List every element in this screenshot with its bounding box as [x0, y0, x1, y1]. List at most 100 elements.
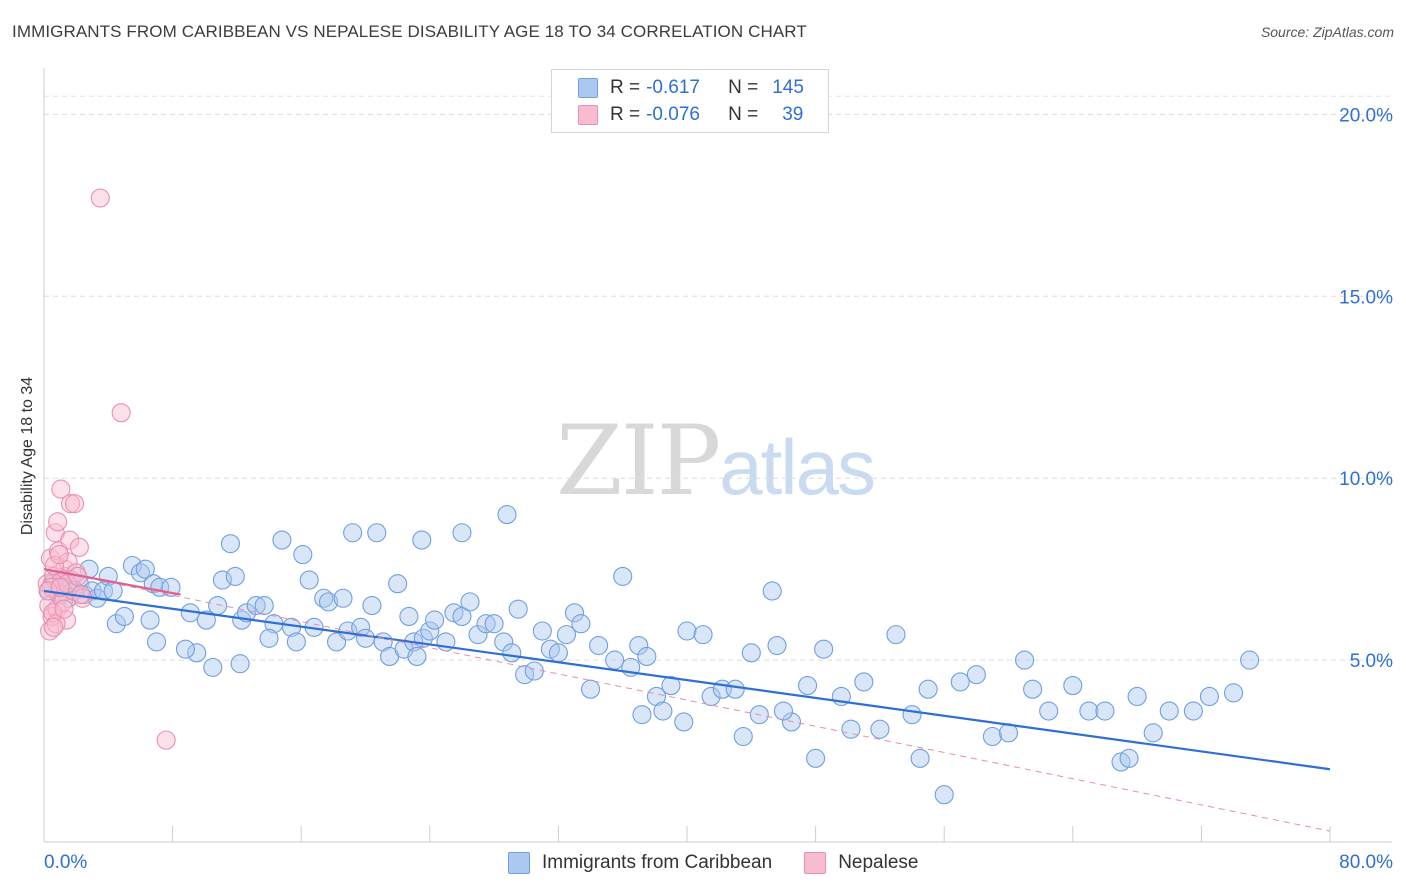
caribbean-point — [781, 712, 802, 732]
legend-r-label: R = — [610, 77, 641, 98]
caribbean-point — [355, 628, 376, 648]
caribbean-point — [762, 581, 782, 601]
y-tick-label: 20.0% — [1339, 105, 1393, 126]
nepalese-point — [48, 512, 68, 532]
chart-title: IMMIGRANTS FROM CARIBBEAN VS NEPALESE DI… — [12, 22, 807, 41]
caribbean-point — [934, 785, 954, 805]
caribbean-point — [564, 603, 585, 623]
caribbean-point — [1039, 701, 1059, 721]
nepalese-point — [60, 530, 80, 550]
watermark-atlas: atlas — [719, 423, 876, 511]
caribbean-point — [494, 632, 514, 652]
caribbean-point — [1224, 683, 1244, 703]
caribbean-point — [814, 639, 834, 659]
x-tick-label: 80.0% — [1339, 852, 1393, 873]
nepalese-point — [60, 494, 81, 514]
caribbean-point — [524, 661, 544, 681]
legend-n-value: 145 — [772, 77, 804, 98]
nepalese-point — [49, 545, 69, 565]
caribbean-point — [571, 614, 591, 634]
caribbean-point — [225, 566, 245, 586]
caribbean-point — [693, 625, 713, 645]
caribbean-point — [767, 635, 787, 656]
caribbean-point — [299, 570, 319, 590]
caribbean-point — [902, 705, 922, 725]
caribbean-point — [246, 595, 266, 616]
caribbean-point — [613, 566, 633, 586]
legend-n-label: N = — [728, 104, 759, 125]
caribbean-point — [484, 614, 504, 634]
caribbean-point — [841, 719, 861, 739]
series-label-nepalese: Nepalese — [838, 852, 919, 873]
caribbean-point — [580, 679, 601, 699]
series-swatch-nepalese — [804, 852, 827, 874]
legend-swatch-caribbean — [578, 78, 598, 98]
nepalese-point — [43, 603, 63, 623]
caribbean-point — [420, 621, 440, 641]
caribbean-point — [388, 574, 408, 594]
caribbean-point — [318, 592, 339, 612]
y-tick-label: 5.0% — [1350, 651, 1393, 672]
caribbean-point — [114, 606, 134, 626]
legend-swatch-nepalese — [578, 105, 598, 125]
y-axis-label: Disability Age 18 to 34 — [19, 376, 36, 536]
caribbean-point — [351, 617, 371, 637]
caribbean-point — [1063, 676, 1083, 696]
caribbean-point — [950, 672, 970, 692]
caribbean-point — [1119, 748, 1139, 768]
caribbean-point — [468, 625, 488, 645]
watermark: ZIPatlas — [556, 405, 876, 517]
caribbean-point — [886, 625, 906, 645]
legend-r-value: -0.076 — [646, 104, 700, 125]
caribbean-point — [122, 555, 142, 576]
caribbean-point — [333, 588, 353, 608]
caribbean-point — [677, 621, 697, 641]
caribbean-point — [1240, 650, 1260, 670]
series-legend-nepalese[interactable]: Nepalese — [804, 852, 918, 874]
caribbean-point — [460, 592, 480, 612]
caribbean-point — [701, 686, 721, 707]
caribbean-point — [1183, 701, 1203, 721]
series-legend-caribbean[interactable]: Immigrants from Caribbean — [508, 852, 772, 874]
nepalese-point — [156, 730, 176, 750]
caribbean-point — [605, 650, 625, 670]
nepalese-trendline-extended — [43, 568, 1331, 832]
legend-row-caribbean: R = -0.617 N = 145 — [578, 76, 804, 100]
caribbean-point — [1023, 679, 1043, 699]
caribbean-point — [1127, 686, 1147, 707]
x-tick-label: 0.0% — [44, 852, 87, 873]
legend-row-nepalese: R = -0.076 N = 39 — [578, 103, 803, 127]
caribbean-point — [146, 632, 167, 652]
legend-n-label: N = — [728, 77, 759, 98]
nepalese-point — [46, 614, 66, 634]
caribbean-point — [556, 625, 576, 645]
caribbean-point — [236, 603, 257, 623]
caribbean-point — [966, 665, 986, 685]
caribbean-point — [1095, 701, 1115, 721]
caribbean-point — [286, 632, 306, 652]
legend-r-label: R = — [610, 104, 641, 125]
caribbean-point — [548, 643, 568, 663]
caribbean-point — [272, 530, 292, 550]
caribbean-trendline — [43, 589, 1331, 771]
nepalese-point — [69, 537, 89, 557]
nepalese-point — [51, 479, 71, 499]
caribbean-point — [452, 606, 472, 626]
caribbean-point — [135, 559, 155, 579]
caribbean-point — [674, 712, 694, 732]
caribbean-point — [733, 726, 753, 747]
caribbean-point — [293, 545, 313, 565]
nepalese-point — [64, 494, 85, 514]
caribbean-point — [425, 610, 445, 630]
caribbean-point — [589, 635, 609, 656]
caribbean-point — [1159, 701, 1179, 721]
nepalese-trendline — [43, 568, 181, 596]
caribbean-point — [515, 665, 535, 685]
nepalese-point — [90, 188, 110, 208]
series-legend: Immigrants from Caribbean Nepalese — [508, 852, 950, 874]
series-swatch-caribbean — [508, 852, 530, 874]
caribbean-point — [476, 614, 496, 634]
caribbean-point — [1143, 723, 1163, 743]
caribbean-point — [1079, 701, 1099, 721]
caribbean-point — [399, 606, 419, 626]
